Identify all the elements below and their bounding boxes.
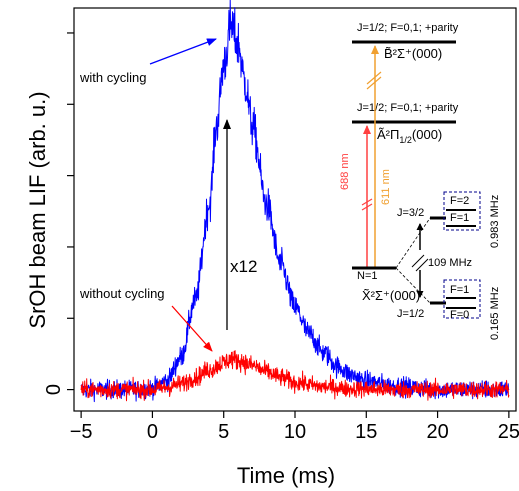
laser-611-label: 611 nm: [380, 169, 392, 205]
y-axis-ticks: 0: [43, 32, 74, 395]
hf-lower-label: 0.165 MHz: [489, 287, 501, 340]
spin-break-1: [411, 254, 425, 268]
series-layer: [80, 0, 510, 403]
x-tick-label: 20: [426, 421, 448, 443]
spin-break-2: [415, 258, 429, 272]
x-tick-label: 15: [355, 421, 377, 443]
laser-688-label: 688 nm: [339, 153, 351, 190]
with-cycling-label: with cycling: [79, 70, 146, 85]
x-tick-label: −5: [70, 421, 93, 443]
a-state-term: Ã²Π1/2(000): [377, 127, 442, 145]
level-diagram: J=1/2; F=0,1; +parity B̃²Σ⁺(000) J=1/2; …: [339, 22, 501, 340]
x-tick-label: 5: [218, 421, 229, 443]
y-axis-title: SrOH beam LIF (arb. u.): [25, 91, 50, 328]
x-state-term: X̃²Σ⁺(000): [362, 288, 420, 303]
y-tick-label: 0: [43, 384, 65, 395]
ratio-label: x12: [230, 257, 257, 276]
series-line-with-cycling: [80, 0, 510, 403]
n1-label: N=1: [357, 270, 378, 282]
x-tick-label: 25: [498, 421, 519, 443]
f1-upper-label: F=1: [450, 212, 469, 224]
b-state-label: J=1/2; F=0,1; +parity: [357, 22, 459, 34]
a-state-term-tail: (000): [412, 127, 442, 142]
laser-611-break-2: [366, 76, 382, 90]
j12-label: J=1/2: [397, 308, 424, 320]
laser-688-break-1: [361, 198, 373, 206]
n1-to-j32-link: [395, 217, 431, 269]
x-axis-title: Time (ms): [237, 463, 335, 488]
spin-rotation-label: 109 MHz: [428, 257, 472, 269]
f1-lower-label: F=1: [450, 284, 469, 296]
b-state-term: B̃²Σ⁺(000): [384, 46, 442, 61]
x-tick-label: 10: [284, 421, 306, 443]
f0-label: F=0: [450, 309, 469, 321]
x-tick-label: 0: [147, 421, 158, 443]
without-cycling-arrow: [171, 305, 213, 352]
a-state-term-sub: 1/2: [399, 135, 412, 145]
laser-688-break-2: [361, 203, 373, 211]
with-cycling-arrow: [149, 38, 217, 65]
hf-box-lower: [443, 279, 481, 319]
hf-box-upper: [443, 191, 481, 231]
a-state-label: J=1/2; F=0,1; +parity: [357, 102, 459, 114]
n1-to-j12-link: [395, 267, 431, 304]
f2-label: F=2: [450, 195, 469, 207]
j32-label: J=3/2: [397, 207, 424, 219]
a-state-term-main: Ã²Π: [377, 127, 399, 142]
hf-upper-label: 0.983 MHz: [489, 195, 501, 248]
x-axis-ticks: −5 0 5 10 15 20 25: [70, 411, 519, 443]
laser-611-break-1: [366, 71, 382, 85]
series-line-without-cycling: [80, 350, 510, 402]
without-cycling-label: without cycling: [79, 286, 165, 301]
